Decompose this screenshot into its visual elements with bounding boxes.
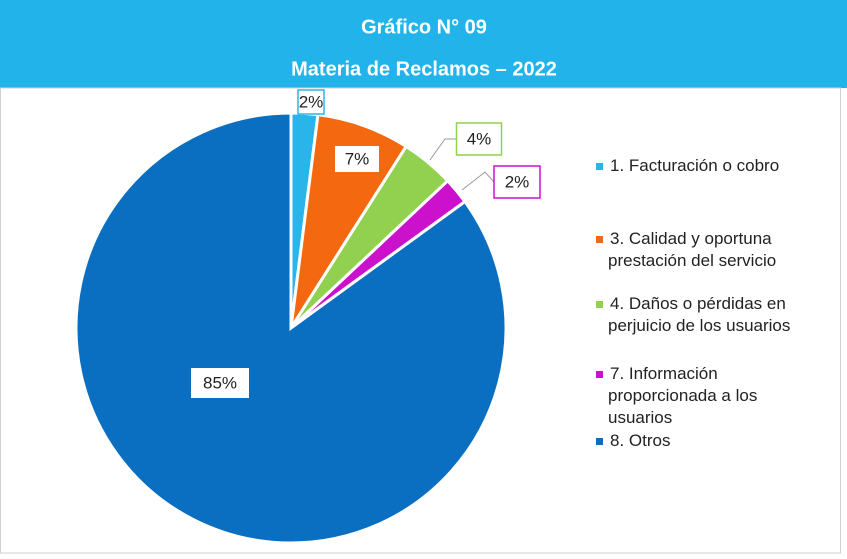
legend-marker — [596, 236, 603, 243]
data-label-box — [493, 165, 541, 199]
legend-label: 4. Daños o pérdidas en perjuicio de los u… — [608, 294, 790, 335]
data-label-box — [335, 146, 379, 172]
pie-slice — [74, 111, 508, 545]
leader-line — [461, 171, 495, 191]
legend-label: 3. Calidad y oportuna prestación del serv… — [608, 229, 776, 270]
chart-title: Gráfico N° 09 — [361, 16, 487, 38]
legend-marker — [596, 371, 603, 378]
leader-line — [429, 138, 457, 161]
data-label: 2% — [299, 92, 324, 111]
data-label: 85% — [203, 373, 237, 392]
legend-marker — [596, 301, 603, 308]
legend-marker — [596, 163, 603, 170]
legend-label: 8. Otros — [610, 431, 670, 450]
data-label-box — [455, 122, 503, 156]
legend-marker — [596, 438, 603, 445]
legend-label: 7. Información proporcionada a los usuario… — [608, 364, 757, 427]
data-label: 4% — [467, 129, 492, 148]
chart-subtitle: Materia de Reclamos – 2022 — [291, 58, 557, 80]
data-label: 7% — [345, 149, 370, 168]
data-label: 2% — [505, 172, 530, 191]
data-label-box — [297, 89, 325, 115]
title-band — [0, 0, 847, 88]
data-label-box — [191, 368, 249, 398]
legend-label: 1. Facturación o cobro — [610, 156, 779, 175]
